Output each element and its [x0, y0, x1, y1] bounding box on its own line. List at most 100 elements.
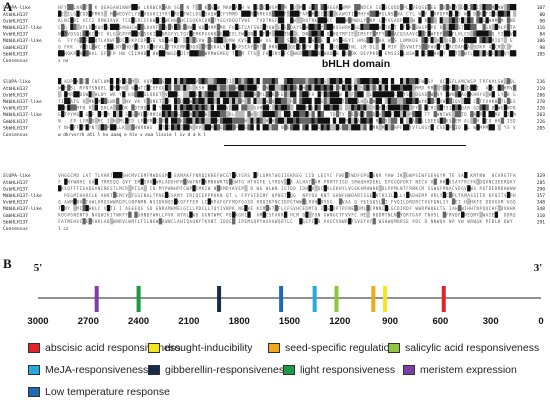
alignment-residue: F — [156, 86, 159, 91]
alignment-residue: Y — [443, 51, 446, 56]
alignment-residue: F — [223, 12, 226, 17]
alignment-residue: Q — [498, 38, 501, 43]
alignment-cell — [158, 30, 163, 37]
alignment-residue: N — [406, 51, 409, 56]
alignment-residue: M — [153, 112, 156, 117]
alignment-residue: H — [128, 25, 131, 30]
alignment-cell — [67, 4, 71, 11]
alignment-cell — [442, 37, 447, 44]
alignment-residue: H — [342, 38, 345, 43]
alignment-cell — [494, 4, 498, 11]
alignment-residue: L — [61, 18, 64, 23]
alignment-residue: N — [58, 31, 61, 36]
alignment-residue: C — [330, 18, 333, 23]
alignment-residue: L — [73, 5, 76, 10]
alignment-cell — [112, 124, 117, 131]
alignment-residue: R — [226, 5, 229, 10]
alignment-residue: Y — [98, 31, 101, 36]
alignment-cell — [476, 10, 480, 17]
alignment-cell — [314, 43, 318, 50]
alignment-residue: N — [403, 38, 406, 43]
alignment-residue: N — [125, 99, 128, 104]
alignment-residue: D — [269, 12, 272, 17]
alignment-residue: N — [189, 112, 192, 117]
alignment-cell — [198, 4, 202, 11]
alignment-cell — [97, 111, 102, 118]
alignment-cell — [320, 50, 324, 57]
alignment-residue: F — [92, 112, 95, 117]
alignment-cell — [509, 4, 514, 11]
alignment-residue: R — [489, 25, 492, 30]
alignment-residue: A — [513, 25, 516, 30]
alignment-cell — [103, 111, 108, 118]
alignment-residue: G — [159, 86, 162, 91]
alignment-residue: A — [248, 45, 251, 50]
alignment-residue: V — [510, 31, 513, 36]
alignment-residue: Y — [321, 25, 324, 30]
alignment-cell — [140, 23, 144, 30]
alignment-residue: T — [348, 12, 351, 17]
alignment-cell — [430, 37, 434, 44]
alignment-residue: Q — [248, 31, 251, 36]
alignment-residue: W — [388, 38, 391, 43]
alignment-cell — [152, 78, 157, 85]
alignment-cell — [177, 78, 181, 85]
alignment-cell — [375, 43, 379, 50]
alignment-cell — [189, 50, 193, 57]
alignment-residue: K — [296, 51, 299, 56]
alignment-cell — [174, 37, 178, 44]
alignment-residue: D — [397, 5, 400, 10]
alignment-residue: C — [244, 25, 247, 30]
axis-tick-label: 600 — [432, 316, 448, 327]
alignment-cell — [247, 10, 251, 17]
alignment-residue: V — [260, 18, 263, 23]
alignment-residue: C — [101, 31, 104, 36]
alignment-residue: L — [73, 86, 76, 91]
alignment-residue: F — [284, 12, 287, 17]
alignment-residue: C — [464, 31, 467, 36]
alignment-residue: H — [104, 18, 107, 23]
alignment-residue: Q — [235, 18, 238, 23]
alignment-residue: M — [498, 5, 501, 10]
alignment-residue: Y — [425, 12, 428, 17]
alignment-residue: V — [165, 92, 168, 97]
alignment-cell — [308, 37, 312, 44]
alignment-residue: F — [128, 38, 131, 43]
alignment-residue: Q — [180, 99, 183, 104]
alignment-cell — [406, 17, 410, 24]
alignment-residue: R — [141, 125, 144, 130]
alignment-residue: C — [202, 18, 205, 23]
alignment-residue: I — [351, 38, 354, 43]
alignment-residue: H — [379, 38, 382, 43]
alignment-residue: M — [220, 25, 223, 30]
alignment-residue: K — [159, 112, 162, 117]
alignment-cell — [302, 43, 306, 50]
alignment-residue: K — [147, 5, 150, 10]
alignment-residue: M — [107, 79, 110, 84]
alignment-cell — [192, 104, 196, 111]
alignment-row-name: OsbHLH137 — [3, 92, 28, 98]
alignment-residue: D — [141, 38, 144, 43]
alignment-cell — [167, 23, 172, 30]
alignment-cell — [256, 37, 260, 44]
alignment-cell — [207, 43, 211, 50]
alignment-cell — [192, 117, 196, 124]
alignment-cell — [491, 43, 495, 50]
alignment-residue: H — [107, 5, 110, 10]
alignment-residue: A — [382, 38, 385, 43]
alignment-cell — [186, 104, 190, 111]
alignment-residue: E — [153, 86, 156, 91]
alignment-residue: H — [360, 12, 363, 17]
alignment-residue: P — [269, 31, 272, 36]
alignment-residue: Q — [226, 51, 229, 56]
alignment-cell — [375, 10, 379, 17]
alignment-cell — [326, 10, 331, 17]
alignment-residue: D — [67, 79, 70, 84]
alignment-residue: I — [61, 99, 64, 104]
alignment-cell — [164, 84, 169, 91]
alignment-cell — [482, 50, 486, 57]
alignment-residue: T — [159, 99, 162, 104]
alignment-residue: K — [272, 45, 275, 50]
alignment-residue: H — [141, 51, 144, 56]
alignment-residue: F — [73, 125, 76, 130]
